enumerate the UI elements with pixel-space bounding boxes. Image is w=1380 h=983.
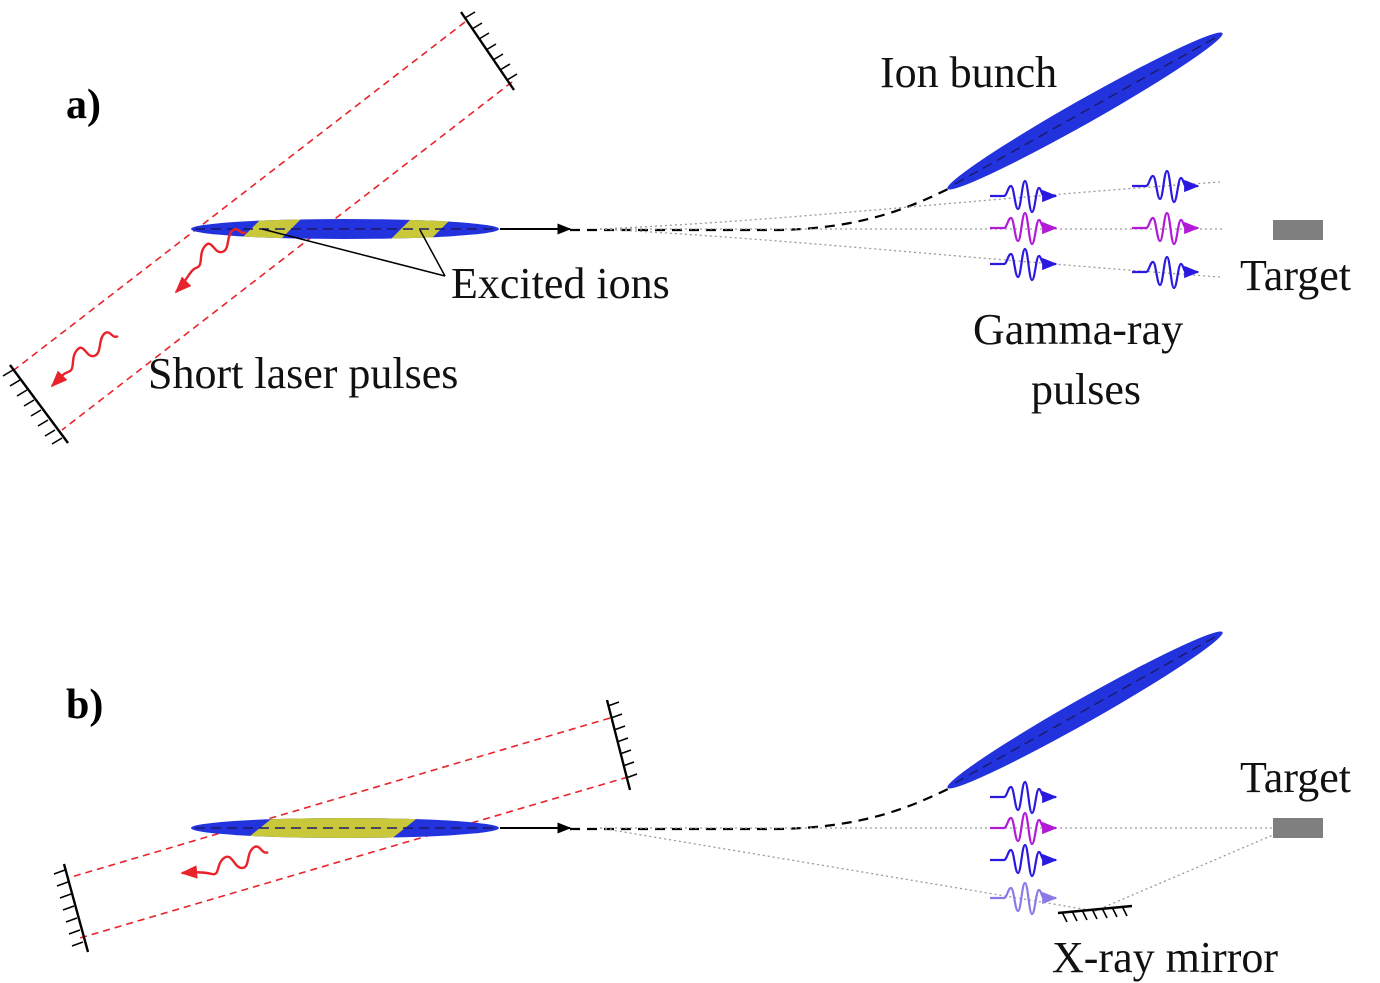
ion-bunch-label: Ion bunch: [880, 48, 1057, 97]
panel-a-laser-cavity: [13, 21, 513, 431]
panel-b-gamma-pulse-reflected: [990, 883, 1056, 914]
panel-b-laser-pulse: [180, 845, 269, 879]
panel-b-gamma-pulse-2: [990, 813, 1056, 844]
panel-a-gamma-beam-lines: [599, 181, 1222, 278]
panel-a-gamma-pulse-middle-1: [990, 213, 1056, 244]
panel-b: b): [53, 631, 1351, 982]
panel-b-laser-mirror-right: [605, 699, 638, 791]
panel-a-ion-bunch-tilted: [947, 32, 1223, 190]
panel-b-gamma-ray-pulses: [990, 782, 1056, 914]
panel-b-laser-mirror-left: [53, 863, 90, 953]
x-ray-mirror-label: X-ray mirror: [1052, 933, 1278, 982]
panel-a-excited-region-1: [240, 219, 302, 239]
panel-a-target-label: Target: [1240, 251, 1351, 300]
panel-b-bent-trajectory: [570, 787, 951, 831]
panel-b-laser-cavity: [67, 717, 629, 939]
panel-a-excited-ions-callout: [261, 228, 446, 277]
panel-b-gamma-beam-lines: [599, 827, 1281, 912]
panel-a-bent-trajectory: [570, 187, 951, 232]
short-laser-pulses-label: Short laser pulses: [148, 349, 458, 398]
panel-a-gamma-pulse-lower-1: [990, 249, 1056, 280]
panel-a-laser-mirror-bottom: [2, 364, 69, 445]
panel-a-label: a): [66, 82, 101, 128]
panel-a: a): [2, 11, 1351, 445]
panel-b-target: [1273, 818, 1323, 838]
panel-b-gamma-pulse-3: [990, 845, 1056, 876]
panel-b-label: b): [66, 682, 103, 728]
excited-ions-label: Excited ions: [451, 259, 670, 308]
panel-b-ion-bunch-tilted: [947, 631, 1223, 789]
gamma-ray-pulses-label-line2: pulses: [1031, 365, 1141, 414]
panel-a-laser-pulse-1: [174, 228, 247, 294]
panel-b-gamma-pulse-1: [990, 782, 1056, 813]
panel-a-gamma-pulse-upper-1: [990, 181, 1056, 212]
panel-b-ion-bunch-horizontal: [191, 818, 499, 838]
x-ray-mirror: [1057, 904, 1133, 923]
gamma-ray-pulses-label-line1: Gamma-ray: [973, 305, 1183, 354]
panel-a-laser-pulse-2: [50, 331, 119, 388]
panel-b-target-label: Target: [1240, 753, 1351, 802]
panel-a-laser-mirror-top: [460, 11, 518, 91]
panel-a-target: [1273, 220, 1323, 240]
